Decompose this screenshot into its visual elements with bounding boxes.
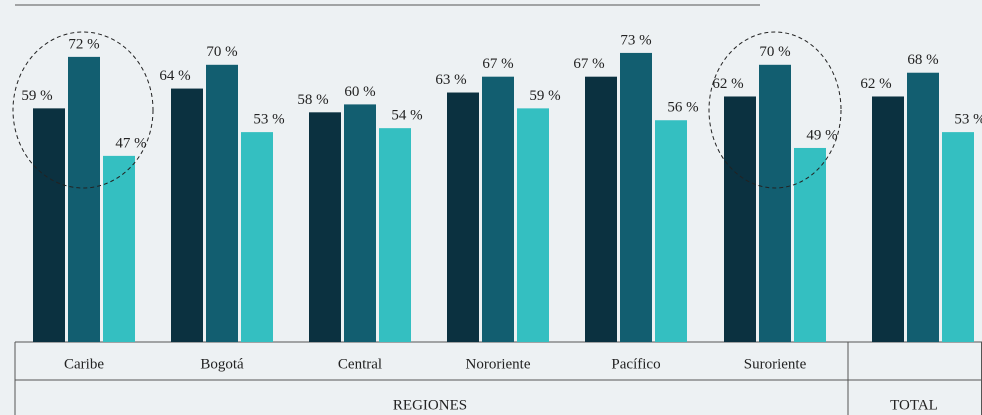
bar <box>241 132 273 342</box>
bar <box>379 128 411 342</box>
bars <box>33 52 974 343</box>
bar <box>724 96 756 342</box>
highlight-circle <box>12 31 154 189</box>
bar <box>447 92 479 343</box>
bar <box>482 76 514 343</box>
data-label: 56 % <box>667 100 698 116</box>
data-label: 70 % <box>206 44 237 60</box>
data-label: 72 % <box>68 36 99 52</box>
bar <box>309 112 341 342</box>
bar <box>794 147 826 342</box>
data-label: 54 % <box>391 108 422 124</box>
bar <box>759 64 791 343</box>
x-tick-label: Caribe <box>64 356 104 372</box>
bar <box>585 76 617 343</box>
x-tick-label: Nororiente <box>466 356 531 372</box>
data-label: 62 % <box>860 76 891 92</box>
bar <box>517 108 549 342</box>
bar <box>103 155 135 342</box>
data-label: 47 % <box>115 135 146 151</box>
data-label: 59 % <box>529 88 560 104</box>
data-label: 67 % <box>573 56 604 72</box>
data-label: 64 % <box>159 68 190 84</box>
data-label: 53 % <box>954 112 982 128</box>
x-tick-label: Suroriente <box>744 356 807 372</box>
bar <box>655 120 687 343</box>
group-label: REGIONES <box>393 397 467 413</box>
data-label: 53 % <box>253 112 284 128</box>
bar <box>68 56 100 342</box>
x-tick-label: Pacífico <box>611 356 660 372</box>
group-label: TOTAL <box>890 397 938 413</box>
bar <box>171 88 203 342</box>
bar <box>206 64 238 343</box>
data-label: 62 % <box>712 76 743 92</box>
bar <box>344 104 376 343</box>
data-label: 60 % <box>344 84 375 100</box>
x-tick-label: Central <box>338 356 382 372</box>
bar <box>907 72 939 342</box>
bar <box>33 108 65 342</box>
bar <box>620 52 652 343</box>
data-label: 59 % <box>21 88 52 104</box>
bar <box>872 96 904 342</box>
data-label: 63 % <box>435 72 466 88</box>
data-label: 70 % <box>759 44 790 60</box>
data-label: 67 % <box>482 56 513 72</box>
data-label: 68 % <box>907 52 938 68</box>
bar <box>942 132 974 342</box>
data-label: 49 % <box>806 127 837 143</box>
data-label: 73 % <box>620 32 651 48</box>
x-tick-label: Bogotá <box>200 356 244 372</box>
highlight-circle <box>708 31 842 189</box>
data-label: 58 % <box>297 92 328 108</box>
